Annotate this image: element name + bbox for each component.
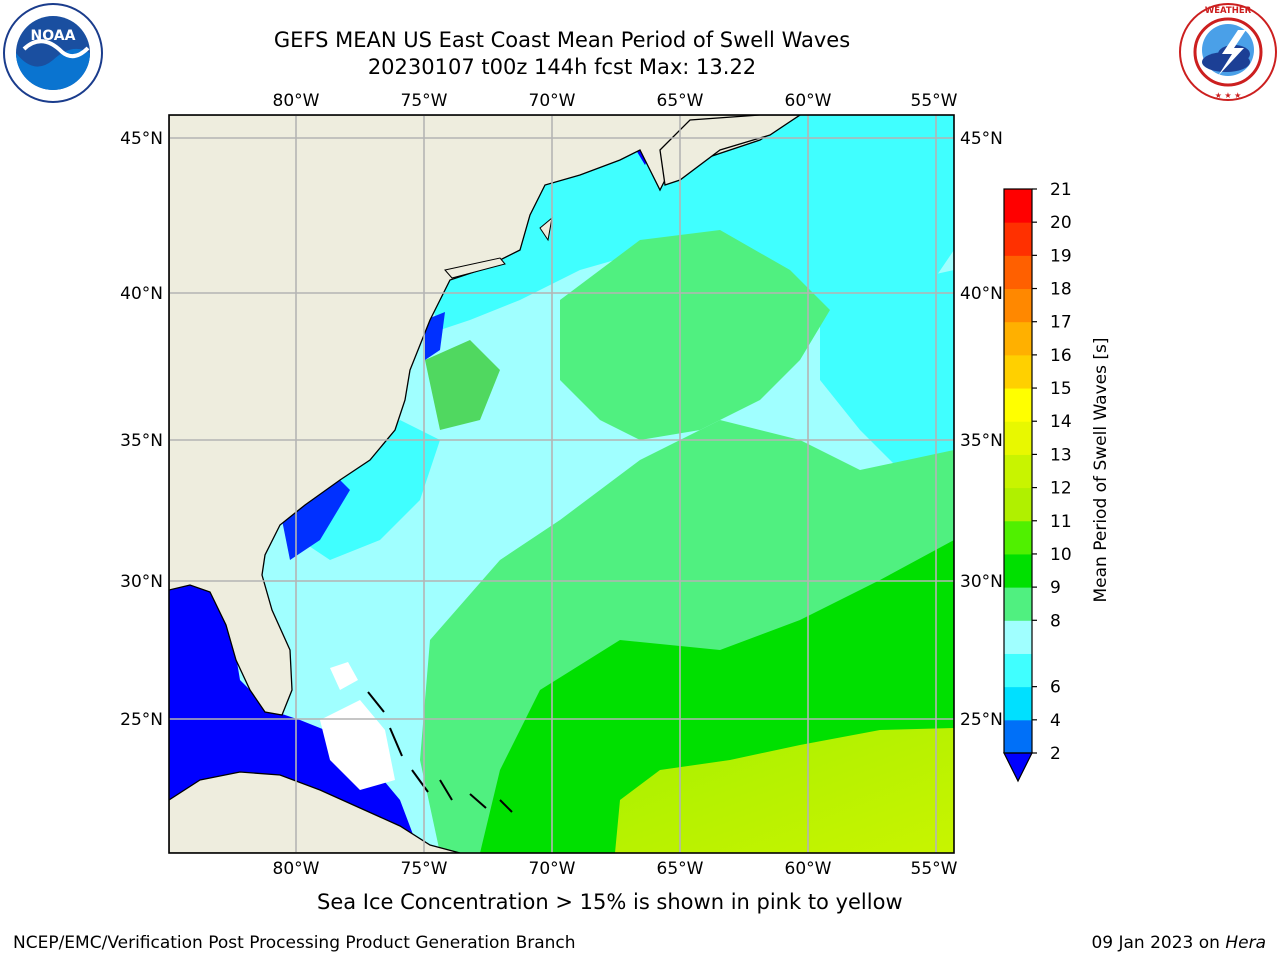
- colorbar-tick-label: 14: [1050, 412, 1072, 432]
- colorbar-tick-label: 15: [1050, 379, 1072, 399]
- cyan-zone-coast: [300, 420, 440, 560]
- land-cuba: [169, 771, 461, 853]
- missing-little-bahama: [330, 662, 358, 690]
- lat-label: 25°N: [960, 710, 1003, 730]
- nws-logo: WEATHER ★ ★ ★: [1179, 3, 1277, 101]
- lon-labels-top: 80°W 75°W 70°W 65°W 60°W 55°W: [273, 91, 958, 111]
- colorbar-tick-label: 10: [1050, 545, 1072, 565]
- colorbar-tick-label: 21: [1050, 180, 1072, 200]
- lon-label: 60°W: [785, 91, 832, 111]
- lat-label: 45°N: [120, 129, 163, 149]
- lon-labels-bottom: 80°W 75°W 70°W 65°W 60°W 55°W: [273, 859, 958, 879]
- lon-label: 75°W: [401, 859, 448, 879]
- land-cape-cod: [539, 216, 553, 242]
- missing-bahamas: [320, 700, 395, 790]
- colorbar-label: Mean Period of Swell Waves [s]: [1091, 338, 1111, 603]
- map-plot-area: [169, 115, 954, 853]
- colorbar-tick-label: 16: [1050, 346, 1072, 366]
- yellow-green-zone: [615, 728, 954, 853]
- lon-label: 80°W: [273, 91, 320, 111]
- lat-label: 45°N: [960, 129, 1003, 149]
- cyan-zone-east: [820, 270, 954, 470]
- lat-label: 40°N: [120, 284, 163, 304]
- lat-label: 25°N: [120, 710, 163, 730]
- colorbar-tick-label: 6: [1050, 678, 1061, 698]
- land-nova-scotia: [659, 115, 802, 186]
- colorbar-swatch: [1004, 189, 1032, 223]
- colorbar-swatch: [1004, 255, 1032, 290]
- lat-labels-right: 45°N 40°N 35°N 30°N 25°N: [960, 129, 1003, 730]
- colorbar-tick-label: 20: [1050, 213, 1072, 233]
- colorbar-swatch: [1004, 388, 1032, 422]
- lon-label: 75°W: [401, 91, 448, 111]
- lon-label: 80°W: [273, 859, 320, 879]
- lon-label: 55°W: [911, 859, 958, 879]
- colorbar-swatch: [1004, 321, 1032, 356]
- sea-ice-footnote: Sea Ice Concentration > 15% is shown in …: [317, 890, 903, 914]
- colorbar-swatch: [1004, 520, 1032, 555]
- lon-label: 60°W: [785, 859, 832, 879]
- lon-label: 65°W: [657, 91, 704, 111]
- colorbar-tick-label: 8: [1050, 611, 1061, 631]
- graticule: [169, 115, 954, 853]
- lat-label: 40°N: [960, 284, 1003, 304]
- colorbar-tick-label: 9: [1050, 578, 1061, 598]
- map-frame: [168, 114, 955, 854]
- colorbar-swatch: [1004, 686, 1032, 721]
- colorbar-swatch: [1004, 587, 1032, 621]
- svg-text:★ ★ ★: ★ ★ ★: [1215, 91, 1242, 100]
- colorbar-tick-label: 4: [1050, 711, 1061, 731]
- land-long-island: [444, 257, 506, 279]
- bahamas-islands: [367, 691, 513, 813]
- colorbar-tick-label: 11: [1050, 512, 1072, 532]
- colorbar-swatch: [1004, 288, 1032, 323]
- colorbar-swatch: [1004, 719, 1032, 754]
- chart-title: GEFS MEAN US East Coast Mean Period of S…: [273, 28, 851, 52]
- lon-label: 70°W: [529, 91, 576, 111]
- colorbar-swatch: [1004, 487, 1032, 522]
- land-north-america: [169, 115, 802, 716]
- lon-label: 55°W: [911, 91, 958, 111]
- green-zone-gulfstream: [425, 340, 500, 430]
- colorbar-swatch: [1004, 553, 1032, 588]
- lon-label: 70°W: [529, 859, 576, 879]
- credit-date: 09 Jan 2023 on Hera: [1091, 933, 1266, 953]
- chart-subtitle: 20230107 t00z 144h fcst Max: 13.22: [367, 55, 757, 79]
- lat-label: 35°N: [960, 431, 1003, 451]
- colorbar-outline: [1003, 188, 1033, 754]
- colorbar-tick-label: 19: [1050, 246, 1072, 266]
- colorbar-swatch: [1004, 354, 1032, 389]
- blue-zone-delaware: [425, 312, 445, 360]
- colorbar-tick-label: 17: [1050, 313, 1072, 333]
- lat-labels-left: 45°N 40°N 35°N 30°N 25°N: [120, 129, 163, 730]
- colorbar-tick-label: 12: [1050, 479, 1072, 499]
- colorbar-tick-label: 18: [1050, 280, 1072, 300]
- svg-text:WEATHER: WEATHER: [1205, 6, 1252, 16]
- colorbar: 2 4 6 8 9 10 11 12 13 14 15 16 17 18 19 20 21: [1003, 180, 1072, 783]
- colorbar-swatch: [1004, 620, 1032, 654]
- lat-label: 35°N: [120, 431, 163, 451]
- colorbar-swatch: [1004, 653, 1032, 688]
- colorbar-tick-label: 13: [1050, 445, 1072, 465]
- green-zone-main: [560, 230, 830, 440]
- colorbar-swatch: [1004, 222, 1032, 256]
- lat-label: 30°N: [960, 572, 1003, 592]
- credit-date-text: 09 Jan 2023 on: [1091, 933, 1220, 953]
- blue-zone-carolinas: [280, 470, 350, 560]
- credit-branch: NCEP/EMC/Verification Post Processing Pr…: [13, 933, 576, 953]
- credit-machine: Hera: [1225, 933, 1266, 953]
- noaa-logo: NOAA: [3, 3, 103, 103]
- noaa-logo-text: NOAA: [31, 28, 76, 44]
- lat-label: 30°N: [120, 572, 163, 592]
- lon-label: 65°W: [657, 859, 704, 879]
- colorbar-swatch: [1004, 454, 1032, 489]
- colorbar-extend: [1003, 752, 1033, 783]
- colorbar-swatch: [1004, 421, 1032, 455]
- colorbar-tick-label: 2: [1050, 744, 1061, 764]
